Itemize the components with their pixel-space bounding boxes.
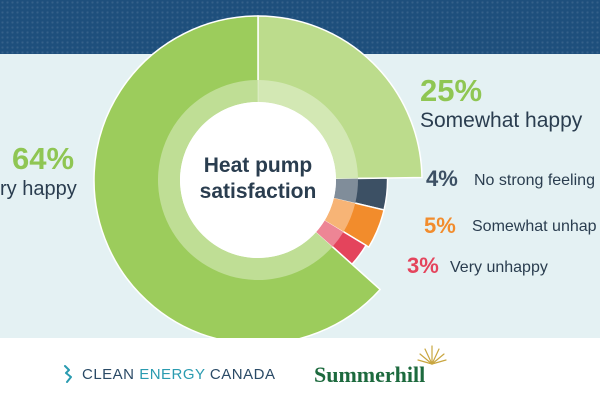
slice-very-unhappy-inner-ring [316, 220, 344, 247]
summerhill-sunburst-icon [417, 345, 447, 365]
label-very-happy: ry happy [0, 178, 77, 200]
chart-title-line-1: Heat pump [204, 154, 313, 177]
summerhill-text: Summerhill [314, 362, 426, 387]
footer [0, 338, 600, 400]
pct-no-strong-feeling: 4% [426, 166, 458, 191]
clean-energy-canada-text: CLEAN ENERGY CANADA [82, 365, 276, 383]
label-somewhat-unhappy: Somewhat unhap [472, 218, 597, 235]
label-no-strong-feeling: No strong feeling [474, 172, 595, 189]
donut-center [180, 102, 336, 258]
pct-very-happy: 64% [12, 141, 74, 176]
slice-somewhat-unhappy-inner-ring [324, 198, 356, 232]
donut-chart: Heat pump satisfaction 64% ry happy 25% … [0, 15, 597, 338]
slice-no-strong-feeling-inner-ring [333, 178, 358, 203]
clean-energy-canada-logo: CLEAN ENERGY CANADA [62, 362, 275, 386]
slice-somewhat-happy-inner-ring [258, 80, 358, 179]
pct-somewhat-happy: 25% [420, 73, 482, 108]
summerhill-logo: Summerhill [314, 344, 454, 394]
slice-very-happy-inner-ring [157, 80, 333, 280]
pct-somewhat-unhappy: 5% [424, 213, 456, 238]
pct-very-unhappy: 3% [407, 253, 439, 278]
label-somewhat-happy: Somewhat happy [420, 109, 583, 132]
clean-energy-leaf-icon [64, 365, 72, 383]
chart-title-line-2: satisfaction [200, 180, 317, 203]
label-very-unhappy: Very unhappy [450, 259, 548, 276]
